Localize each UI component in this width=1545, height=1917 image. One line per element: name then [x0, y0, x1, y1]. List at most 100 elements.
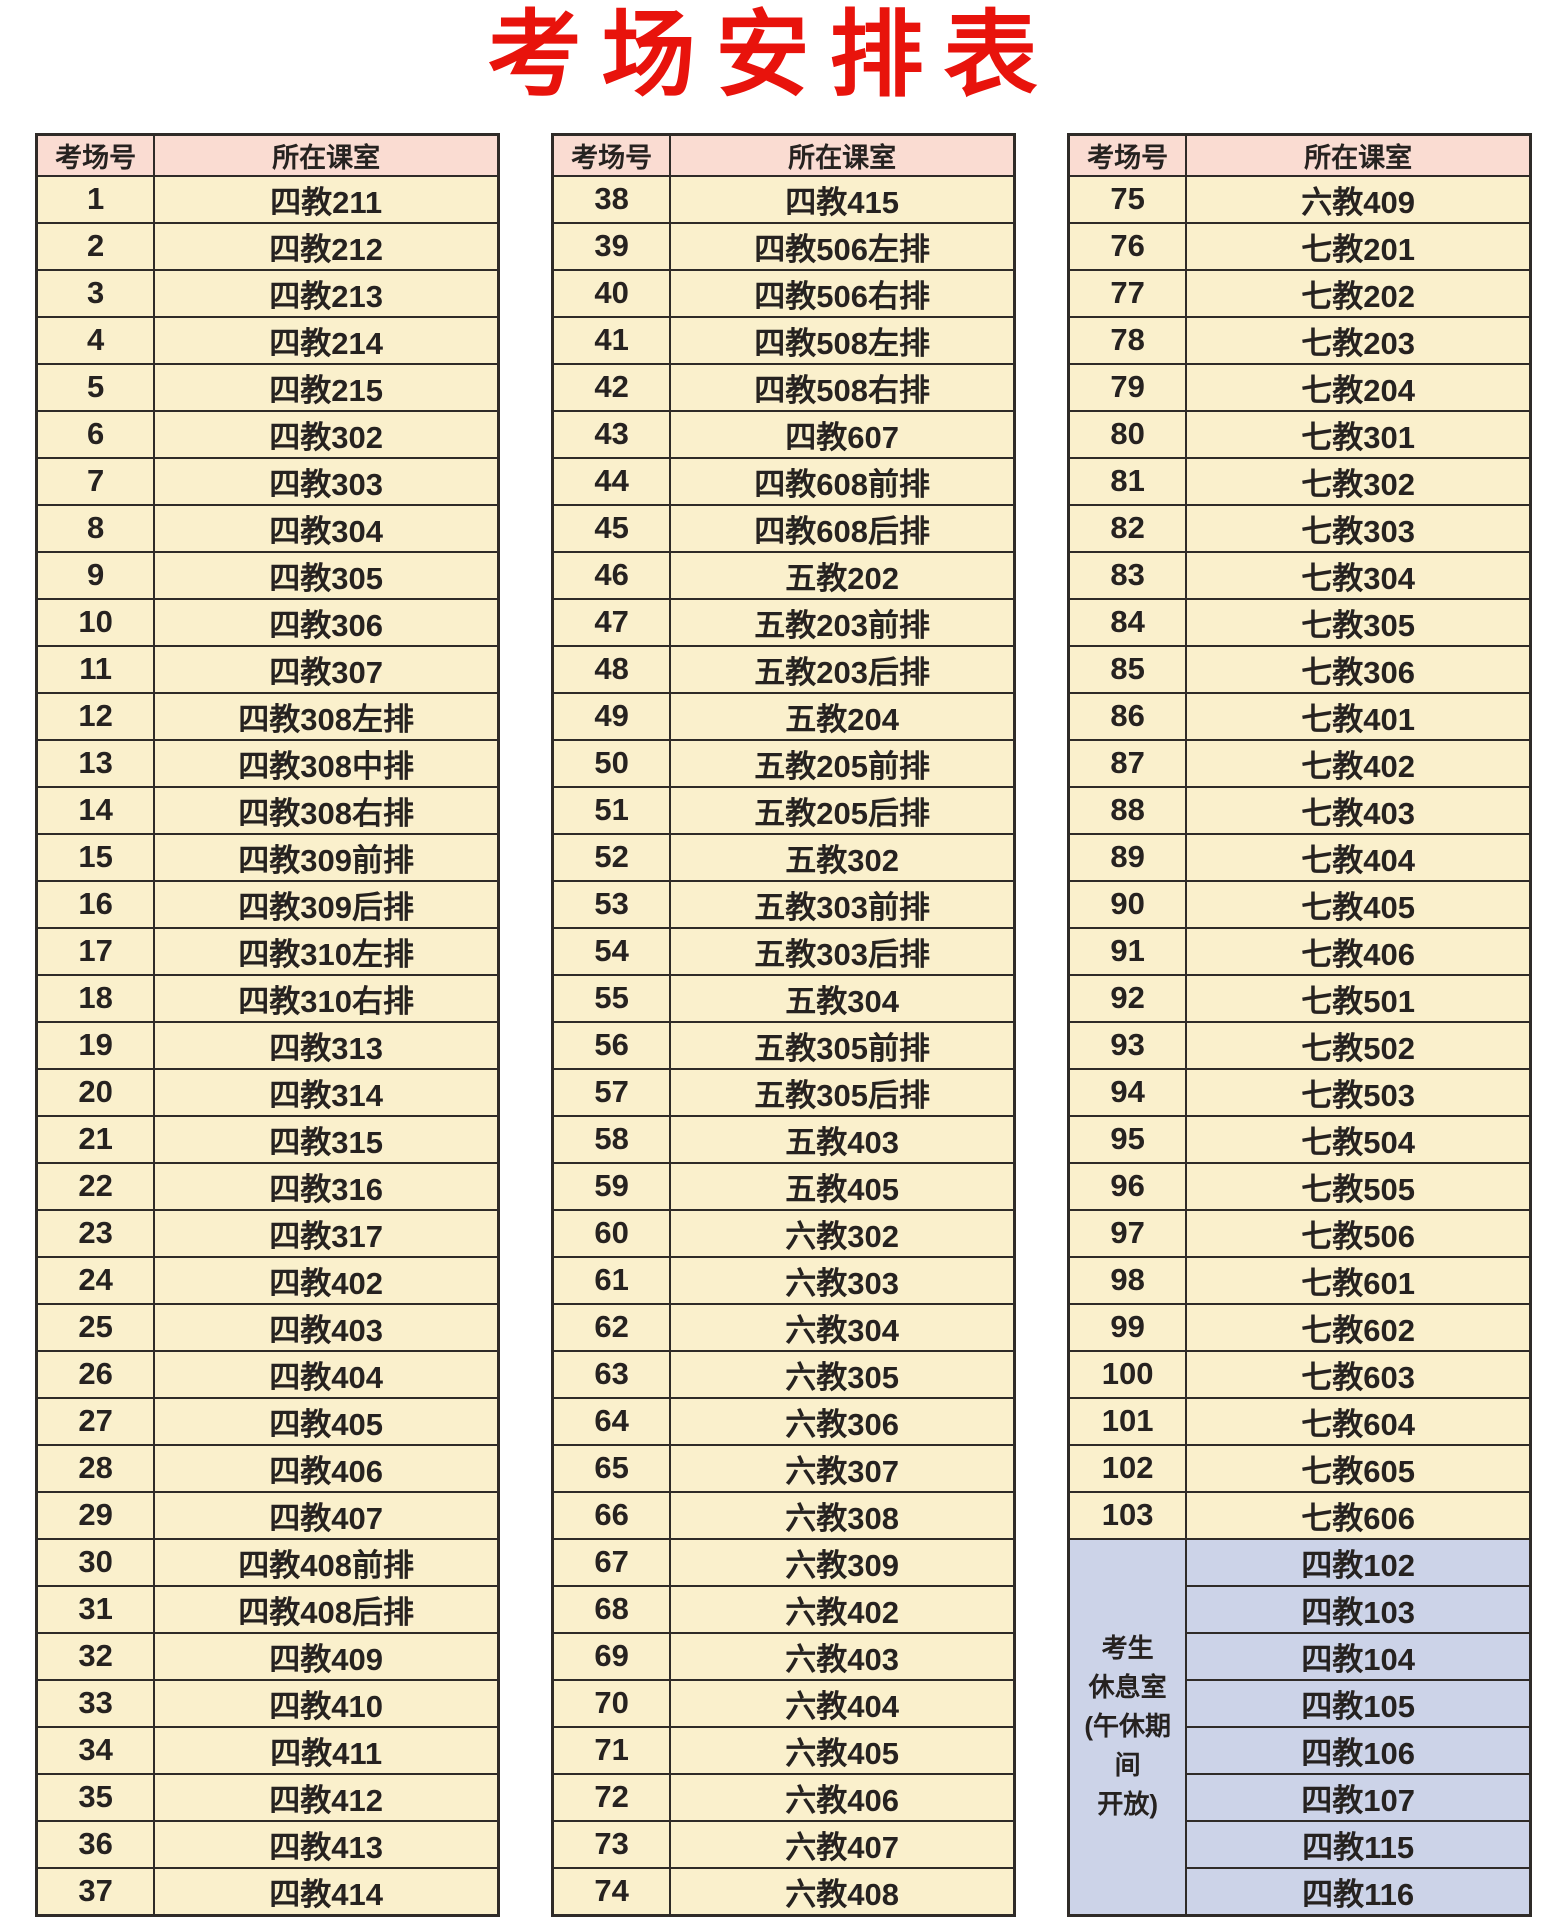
exam-table-3: 考场号 所在课室 75 六教409 76 七教201 77 七教202 78 七教203 79 七…	[1067, 132, 1532, 1917]
table-row: 71 六教405	[551, 1725, 1016, 1775]
classroom-cell: 七教502	[1185, 1020, 1532, 1070]
classroom-cell: 六教308	[669, 1490, 1016, 1540]
rest-classroom-cell: 四教102	[1185, 1537, 1532, 1587]
room-no-cell: 55	[551, 973, 672, 1023]
classroom-cell: 四教313	[153, 1020, 500, 1070]
rest-room-row: 四教107	[1069, 1772, 1532, 1822]
table-row: 37 四教414	[35, 1866, 500, 1917]
room-no-cell: 103	[1067, 1490, 1188, 1540]
classroom-cell: 七教505	[1185, 1161, 1532, 1211]
classroom-cell: 四教308左排	[153, 691, 500, 741]
classroom-cell: 四教402	[153, 1255, 500, 1305]
table-row: 73 六教407	[551, 1819, 1016, 1869]
table-row: 34 四教411	[35, 1725, 500, 1775]
room-no-cell: 66	[551, 1490, 672, 1540]
table-row: 9 四教305	[35, 550, 500, 600]
classroom-cell: 五教204	[669, 691, 1016, 741]
room-no-cell: 75	[1067, 174, 1188, 224]
room-no-cell: 49	[551, 691, 672, 741]
room-no-cell: 92	[1067, 973, 1188, 1023]
room-no-cell: 34	[35, 1725, 156, 1775]
classroom-cell: 四教303	[153, 456, 500, 506]
room-no-cell: 11	[35, 644, 156, 694]
table-row: 4 四教214	[35, 315, 500, 365]
table-row: 43 四教607	[551, 409, 1016, 459]
classroom-cell: 四教403	[153, 1302, 500, 1352]
table-row: 13 四教308中排	[35, 738, 500, 788]
room-no-cell: 5	[35, 362, 156, 412]
table-row: 23 四教317	[35, 1208, 500, 1258]
room-no-cell: 62	[551, 1302, 672, 1352]
table-row: 51 五教205后排	[551, 785, 1016, 835]
classroom-cell: 四教414	[153, 1866, 500, 1917]
classroom-cell: 四教309后排	[153, 879, 500, 929]
table-row: 60 六教302	[551, 1208, 1016, 1258]
rest-room-label-line: (午休期间	[1084, 1711, 1171, 1781]
rest-classroom-cell: 四教104	[1185, 1631, 1532, 1681]
classroom-cell: 七教604	[1185, 1396, 1532, 1446]
rest-classroom-cell: 四教116	[1185, 1866, 1532, 1917]
room-no-cell: 63	[551, 1349, 672, 1399]
table-row: 100 七教603	[1067, 1349, 1532, 1399]
rest-room-label-line: 开放)	[1097, 1789, 1158, 1820]
table-row: 5 四教215	[35, 362, 500, 412]
classroom-cell: 六教302	[669, 1208, 1016, 1258]
room-no-cell: 102	[1067, 1443, 1188, 1493]
rest-classroom-cell: 四教103	[1185, 1584, 1532, 1634]
classroom-cell: 七教506	[1185, 1208, 1532, 1258]
room-no-cell: 25	[35, 1302, 156, 1352]
page-title: 考场安排表	[487, 2, 1058, 107]
table-row: 72 六教406	[551, 1772, 1016, 1822]
room-no-cell: 7	[35, 456, 156, 506]
room-no-cell: 70	[551, 1678, 672, 1728]
classroom-cell: 七教203	[1185, 315, 1532, 365]
room-no-cell: 40	[551, 268, 672, 318]
table-row: 28 四教406	[35, 1443, 500, 1493]
column-header-room-no: 考场号	[1067, 133, 1188, 177]
classroom-cell: 七教606	[1185, 1490, 1532, 1540]
room-no-cell: 56	[551, 1020, 672, 1070]
room-no-cell: 73	[551, 1819, 672, 1869]
table-row: 86 七教401	[1067, 691, 1532, 741]
tables-container: 考场号 所在课室 1 四教211 2 四教212 3 四教213 4 四教214 5 四教215 6…	[0, 132, 1545, 1917]
classroom-cell: 七教202	[1185, 268, 1532, 318]
room-no-cell: 99	[1067, 1302, 1188, 1352]
room-no-cell: 79	[1067, 362, 1188, 412]
classroom-cell: 六教409	[1185, 174, 1532, 224]
rest-room-label-line: 考生	[1101, 1633, 1154, 1664]
table-row: 69 六教403	[551, 1631, 1016, 1681]
header-row: 考场号 所在课室	[35, 133, 500, 177]
table-row: 92 七教501	[1067, 973, 1532, 1023]
classroom-cell: 六教309	[669, 1537, 1016, 1587]
header-row: 考场号 所在课室	[1067, 133, 1532, 177]
room-no-cell: 10	[35, 597, 156, 647]
classroom-cell: 七教305	[1185, 597, 1532, 647]
room-no-cell: 57	[551, 1067, 672, 1117]
classroom-cell: 七教605	[1185, 1443, 1532, 1493]
room-no-cell: 87	[1067, 738, 1188, 788]
classroom-cell: 七教602	[1185, 1302, 1532, 1352]
classroom-cell: 五教303前排	[669, 879, 1016, 929]
classroom-cell: 五教205前排	[669, 738, 1016, 788]
room-no-cell: 8	[35, 503, 156, 553]
room-no-cell: 30	[35, 1537, 156, 1587]
table-row: 46 五教202	[551, 550, 1016, 600]
room-no-cell: 39	[551, 221, 672, 271]
room-no-cell: 21	[35, 1114, 156, 1164]
classroom-cell: 七教301	[1185, 409, 1532, 459]
classroom-cell: 五教405	[669, 1161, 1016, 1211]
classroom-cell: 六教307	[669, 1443, 1016, 1493]
room-no-cell: 84	[1067, 597, 1188, 647]
table-row: 39 四教506左排	[551, 221, 1016, 271]
classroom-cell: 四教506右排	[669, 268, 1016, 318]
room-no-cell: 28	[35, 1443, 156, 1493]
room-no-cell: 32	[35, 1631, 156, 1681]
rest-classroom-cell: 四教105	[1185, 1678, 1532, 1728]
classroom-cell: 四教306	[153, 597, 500, 647]
rest-room-label-cell: 考生 休息室 (午休期间 开放)	[1067, 1537, 1188, 1917]
table-row: 11 四教307	[35, 644, 500, 694]
room-no-cell: 90	[1067, 879, 1188, 929]
classroom-cell: 四教314	[153, 1067, 500, 1117]
exam-table-2: 考场号 所在课室 38 四教415 39 四教506左排 40 四教506右排 41 四教50…	[551, 132, 1016, 1917]
table-row: 81 七教302	[1067, 456, 1532, 506]
